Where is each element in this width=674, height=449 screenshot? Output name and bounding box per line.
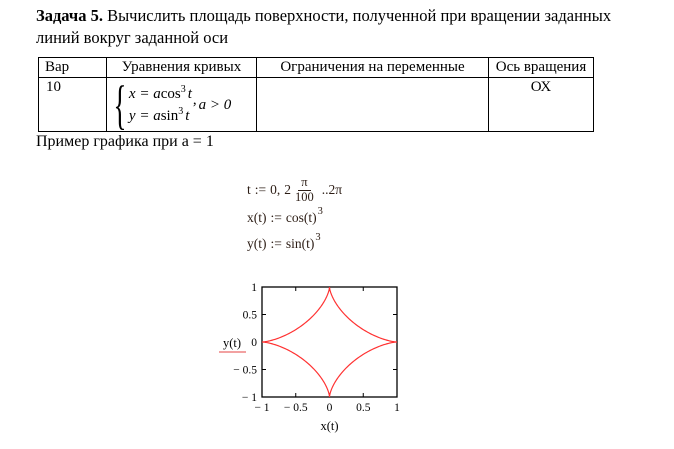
- plot-svg: − 1 − 0.5 0 0.5 1 − 1 − 0.5 0 0.5 1 y(t) x(t): [219, 282, 400, 433]
- x-axis-tick-label: 0: [327, 402, 333, 414]
- x-axis-tick-label: − 1: [254, 402, 269, 414]
- range-definition: t := 0, 2 π 100 .. 2π: [247, 175, 343, 205]
- eq1-coef: a: [153, 86, 161, 102]
- y-axis-tick-label: 1: [251, 282, 257, 294]
- fraction-denominator: 100: [295, 189, 314, 204]
- eq2-rel: =: [135, 108, 154, 124]
- fraction: π 100: [294, 175, 315, 205]
- task-title-number: Задача 5.: [36, 6, 103, 25]
- y-axis-tick-label: − 0.5: [233, 365, 257, 377]
- task-title: Задача 5. Вычислить площадь поверхности,…: [36, 5, 628, 49]
- range-dots: ..: [321, 182, 329, 197]
- x-def-power: 3: [317, 205, 323, 217]
- equation-lines: x = acos3 t y = asin3 t: [129, 83, 192, 127]
- y-axis-title: y(t): [223, 336, 241, 350]
- condition-wrap: , a > 0: [193, 92, 231, 119]
- col-header-equations: Уравнения кривых: [106, 57, 257, 78]
- task-table: Вар Уравнения кривых Ограничения на пере…: [38, 57, 594, 132]
- equation-line-2: y = asin3 t: [129, 105, 192, 127]
- eq2-power: 3: [178, 106, 184, 117]
- y-axis-tick-label: 0: [251, 337, 257, 349]
- system-brace: {: [113, 75, 127, 135]
- x-axis-tick-label: 1: [394, 402, 400, 414]
- table-row: 10 { x = acos3 t y = asin3 t , a > 0: [38, 75, 594, 135]
- mathcad-definitions: t := 0, 2 π 100 .. 2π x(t) := cos(t) 3 y…: [247, 175, 447, 262]
- eq1-arg: t: [187, 86, 192, 102]
- col-header-variant: Вар: [38, 57, 107, 78]
- assign-operator: :=: [270, 210, 282, 225]
- range-start: 0,: [270, 182, 281, 197]
- eq2-coef: a: [153, 108, 161, 124]
- x-def-lhs: x(t): [247, 210, 267, 225]
- y-axis-tick-label: − 1: [242, 392, 257, 404]
- condition-text: a > 0: [198, 96, 232, 113]
- assign-operator: :=: [254, 182, 267, 197]
- eq1-rel: =: [135, 86, 154, 102]
- y-axis-tick-label: 0.5: [243, 310, 258, 322]
- x-axis-tick-label: − 0.5: [284, 402, 308, 414]
- eq1-func: cos: [160, 86, 181, 102]
- constraints-cell: [256, 77, 489, 132]
- x-def-body: cos(t): [285, 210, 317, 225]
- range-coef: 2: [284, 182, 292, 197]
- condition-comma: ,: [192, 91, 197, 108]
- astroid-curve: [262, 287, 397, 397]
- eq1-lhs: x: [128, 86, 136, 102]
- axis-cell: ОХ: [488, 77, 594, 132]
- x-axis-title: x(t): [320, 419, 338, 433]
- col-header-axis: Ось вращения: [488, 57, 594, 78]
- x-definition: x(t) := cos(t) 3: [247, 205, 323, 230]
- eq1-power: 3: [180, 84, 186, 95]
- eq2-arg: t: [185, 108, 190, 124]
- fraction-numerator: π: [298, 175, 311, 191]
- task-title-text: Вычислить площадь поверхности, полученно…: [36, 6, 612, 47]
- variant-cell: 10: [38, 77, 107, 132]
- y-def-power: 3: [315, 231, 321, 243]
- range-end: 2π: [328, 182, 343, 197]
- y-def-lhs: y(t): [247, 236, 267, 251]
- eq2-func: sin: [160, 108, 179, 124]
- assign-operator: :=: [270, 236, 282, 251]
- y-definition: y(t) := sin(t) 3: [247, 231, 321, 256]
- range-lhs: t: [247, 182, 251, 197]
- equation-system: { x = acos3 t y = asin3 t , a > 0: [107, 75, 256, 135]
- equations-cell: { x = acos3 t y = asin3 t , a > 0: [106, 75, 257, 135]
- y-def-body: sin(t): [285, 236, 315, 251]
- xy-plot: − 1 − 0.5 0 0.5 1 − 1 − 0.5 0 0.5 1 y(t) x(t): [218, 280, 428, 440]
- equation-line-1: x = acos3 t: [129, 83, 192, 105]
- eq2-lhs: y: [128, 108, 136, 124]
- plot-frame: [261, 286, 398, 398]
- col-header-constraints: Ограничения на переменные: [256, 57, 489, 78]
- example-caption: Пример графика при a = 1: [36, 133, 214, 150]
- x-axis-tick-label: 0.5: [356, 402, 371, 414]
